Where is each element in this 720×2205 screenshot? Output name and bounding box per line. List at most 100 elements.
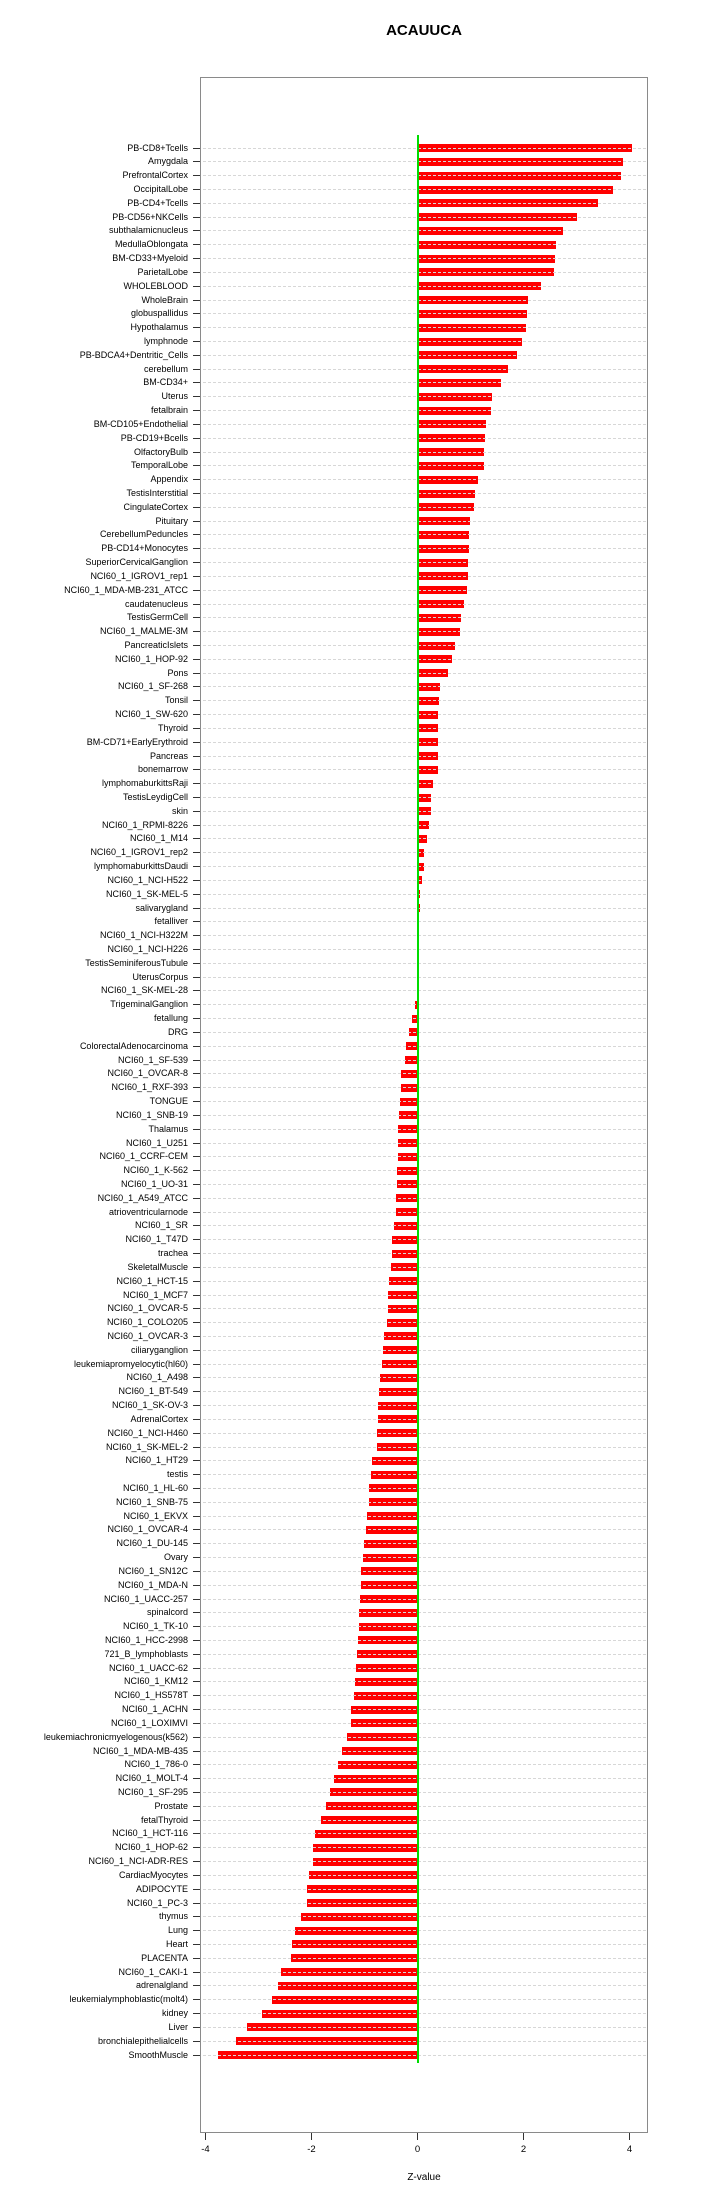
- y-tick: [193, 1653, 200, 1655]
- y-tick: [193, 1999, 200, 2001]
- gridline: [203, 1170, 646, 1172]
- category-label: ciliaryganglion: [130, 1344, 188, 1355]
- category-label: globuspallidus: [130, 308, 188, 319]
- category-label: Pons: [167, 667, 188, 678]
- zero-baseline: [416, 135, 419, 2063]
- gridline: [203, 2040, 646, 2042]
- category-label: Liver: [168, 2021, 188, 2032]
- category-label: NCI60_1_ACHN: [121, 1704, 188, 1714]
- gridline: [203, 1197, 646, 1199]
- y-tick: [193, 852, 200, 854]
- gridline: [203, 1515, 646, 1517]
- category-label: subthalamicnucleus: [108, 225, 188, 236]
- category-label: NCI60_1_CCRF-CEM: [99, 1151, 188, 1162]
- category-label: CerebellumPeduncles: [99, 529, 188, 540]
- gridline: [203, 1557, 646, 1558]
- category-label: lymphnode: [143, 336, 188, 346]
- gridline: [203, 1681, 646, 1683]
- gridline: [203, 299, 646, 301]
- y-tick: [193, 493, 200, 494]
- y-tick: [193, 1474, 200, 1476]
- gridline: [203, 783, 646, 785]
- y-tick: [193, 1142, 200, 1144]
- y-tick: [193, 534, 200, 536]
- gridline: [203, 423, 646, 425]
- y-tick: [193, 797, 200, 798]
- category-label: lymphomaburkittsDaudi: [93, 861, 188, 872]
- y-tick: [193, 1266, 200, 1268]
- gridline: [203, 1349, 646, 1351]
- category-label: NCI60_1_HCC-2998: [104, 1634, 188, 1645]
- gridline: [203, 1045, 646, 1047]
- y-tick: [193, 1349, 200, 1351]
- category-label: BM-CD71+EarlyErythroid: [86, 736, 188, 747]
- y-tick: [193, 1971, 200, 1973]
- gridline: [203, 1018, 646, 1020]
- category-label: SmoothMuscle: [128, 2049, 188, 2060]
- y-tick: [193, 1018, 200, 1020]
- category-label: NCI60_1_U251: [125, 1137, 188, 1148]
- y-tick: [193, 1722, 200, 1724]
- y-tick: [193, 1985, 200, 1987]
- gridline: [203, 534, 646, 536]
- y-tick: [193, 1916, 200, 1918]
- x-tick: [417, 2133, 418, 2140]
- y-tick: [193, 548, 200, 550]
- y-tick: [193, 727, 200, 729]
- gridline: [203, 465, 646, 467]
- category-label: Lung: [167, 1925, 188, 1936]
- category-label: kidney: [161, 2008, 188, 2018]
- gridline: [203, 1446, 646, 1448]
- gridline: [203, 824, 646, 826]
- y-tick: [193, 1709, 200, 1710]
- category-label: Thyroid: [157, 722, 188, 733]
- y-tick: [193, 1308, 200, 1310]
- category-label: Appendix: [150, 474, 188, 485]
- category-label: atrioventricularnode: [108, 1206, 188, 1217]
- x-tick: [311, 2133, 312, 2140]
- category-label: TestisLeydigCell: [122, 792, 188, 802]
- category-label: PB-CD56+NKCells: [112, 211, 188, 222]
- gridline: [203, 1391, 646, 1393]
- gridline: [203, 1639, 646, 1641]
- y-tick: [193, 2054, 200, 2056]
- category-label: fetallung: [153, 1013, 188, 1024]
- category-label: TrigeminalGanglion: [110, 999, 188, 1010]
- category-label: Pancreas: [149, 750, 188, 761]
- category-label: NCI60_1_HOP-62: [114, 1842, 188, 1853]
- gridline: [203, 1142, 646, 1144]
- gridline: [203, 2026, 646, 2028]
- gridline: [203, 493, 646, 494]
- gridline: [203, 755, 646, 757]
- y-tick: [193, 824, 200, 826]
- y-tick: [193, 1294, 200, 1296]
- category-label: Thalamus: [148, 1123, 188, 1134]
- y-tick: [193, 1460, 200, 1462]
- gridline: [203, 589, 646, 591]
- y-tick: [193, 175, 200, 177]
- x-tick-label: 2: [520, 2144, 527, 2155]
- gridline: [203, 1377, 646, 1379]
- category-label: leukemiachronicmyelogenous(k562): [43, 1731, 188, 1742]
- gridline: [203, 1791, 646, 1793]
- y-tick: [193, 1197, 200, 1199]
- gridline: [203, 1239, 646, 1241]
- gridline: [203, 244, 646, 246]
- gridline: [203, 631, 646, 633]
- category-label: NCI60_1_SK-MEL-5: [105, 888, 188, 899]
- gridline: [203, 437, 646, 439]
- category-label: NCI60_1_HCT-116: [112, 1828, 188, 1839]
- gridline: [203, 1031, 646, 1033]
- y-tick: [193, 341, 200, 342]
- y-tick: [193, 962, 200, 964]
- category-label: skin: [171, 805, 188, 816]
- category-label: SkeletalMuscle: [127, 1261, 188, 1272]
- gridline: [203, 1667, 646, 1669]
- category-label: salivarygland: [135, 902, 188, 913]
- gridline: [203, 741, 646, 743]
- category-label: NCI60_1_SF-295: [117, 1786, 188, 1797]
- gridline: [203, 1183, 646, 1185]
- gridline: [203, 1930, 646, 1932]
- gridline: [203, 1266, 646, 1268]
